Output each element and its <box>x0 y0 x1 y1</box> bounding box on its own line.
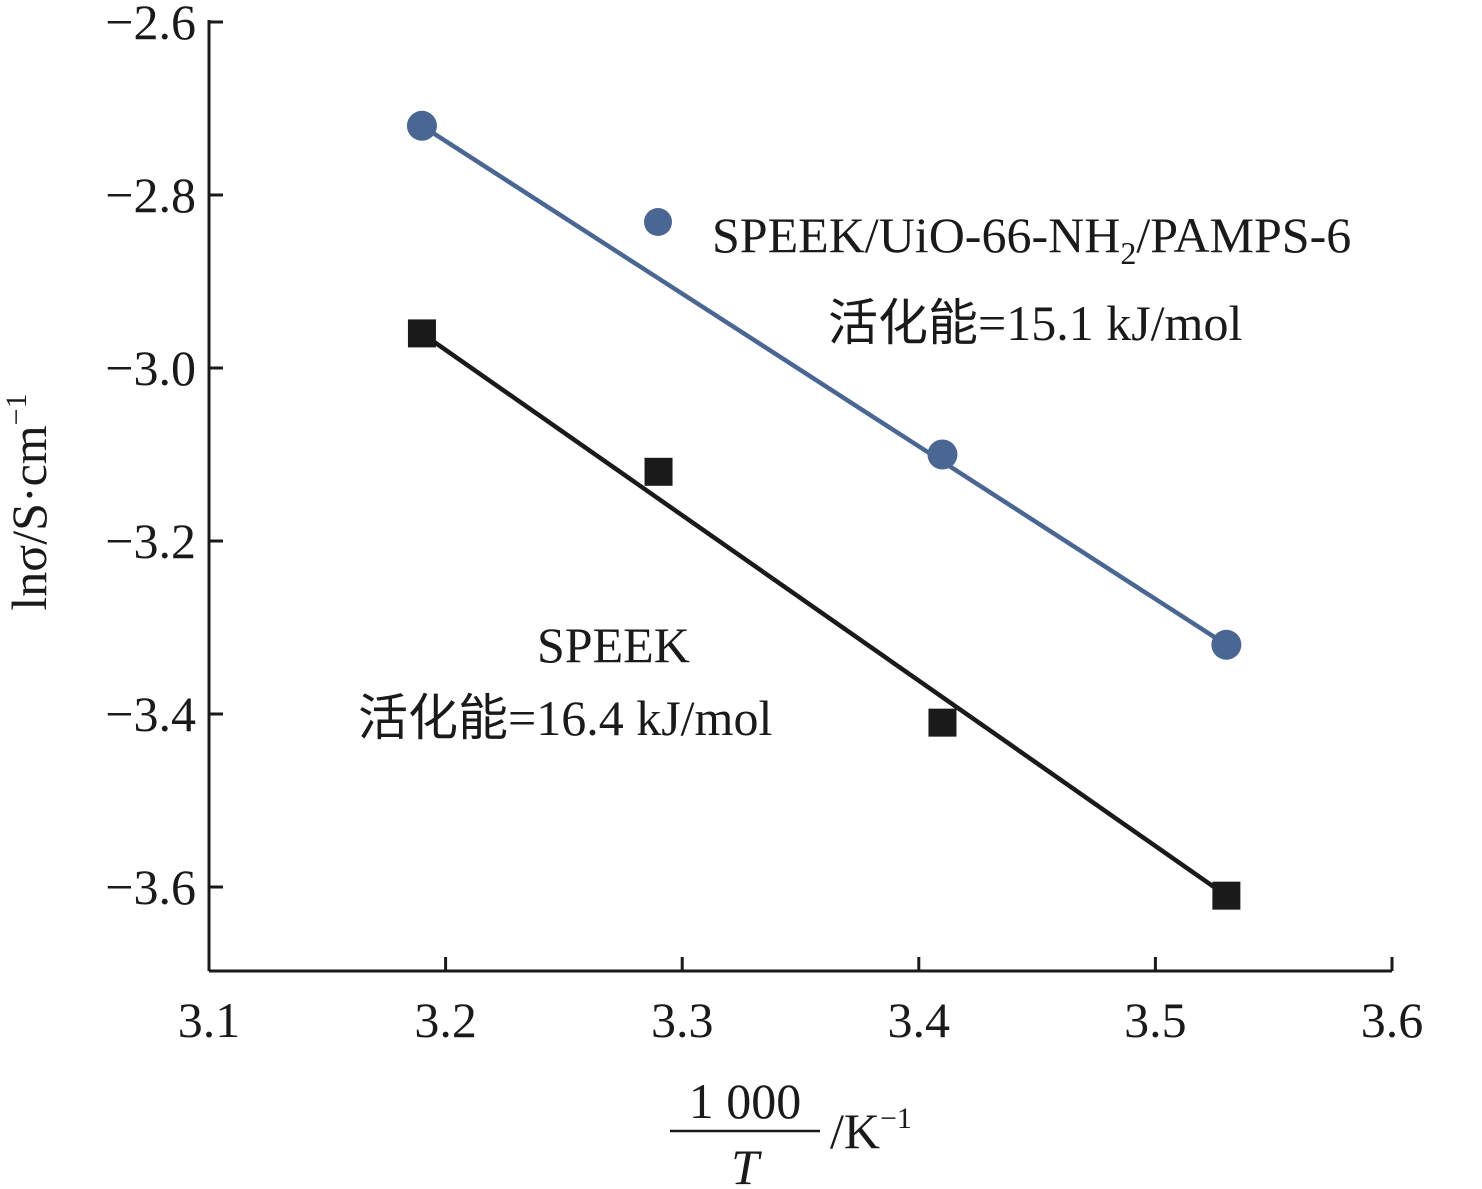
point-series-0-2 <box>1211 629 1242 660</box>
y-tick-label: −3.0 <box>105 340 196 396</box>
y-axis-label: lnσ/S·cm−1 <box>0 393 57 610</box>
legend: SPEEK/UiO-66-NH2/PAMPS-6 活化能=15.1 kJ/mol… <box>358 207 1351 746</box>
y-tick-label: −2.8 <box>105 167 196 223</box>
y-tick-label: −2.6 <box>105 0 196 50</box>
legend-marker-blue <box>644 208 672 236</box>
point-series-0-1 <box>927 439 958 470</box>
point-series-1-0 <box>407 319 436 348</box>
point-series-1-3 <box>1212 881 1241 910</box>
x-tick-label: 3.1 <box>178 992 241 1048</box>
x-axis-label: 1 000 T /K−1 <box>670 1073 912 1189</box>
y-tick-label: −3.4 <box>105 686 196 742</box>
fit-lines <box>420 123 1228 898</box>
legend-label-black: SPEEK <box>537 617 690 673</box>
point-series-0-0 <box>406 110 437 141</box>
axes <box>207 20 1392 973</box>
point-series-1-1 <box>644 457 673 486</box>
x-tick-label: 3.2 <box>414 992 477 1048</box>
x-tick-label: 3.6 <box>1361 992 1424 1048</box>
annotation-blue: 活化能=15.1 kJ/mol <box>828 295 1242 351</box>
x-tick-label: 3.4 <box>888 992 951 1048</box>
ticks: 3.1 3.2 3.3 3.4 3.5 3.6 −2.6 −2.8 −3.0 −3.2 −3.4 −3… <box>105 0 1423 1048</box>
x-tick-label: 3.5 <box>1124 992 1187 1048</box>
data-points <box>406 110 1242 910</box>
point-series-1-2 <box>928 708 957 737</box>
y-tick-label: −3.2 <box>105 513 196 569</box>
x-label-numerator: 1 000 <box>689 1073 802 1129</box>
annotation-black: 活化能=16.4 kJ/mol <box>358 690 772 746</box>
fit-line-series-1 <box>420 331 1228 898</box>
fit-line-series-0 <box>420 123 1228 647</box>
x-tick-label: 3.3 <box>651 992 714 1048</box>
legend-label-blue: SPEEK/UiO-66-NH2/PAMPS-6 <box>712 207 1351 271</box>
x-label-unit: /K−1 <box>830 1102 912 1159</box>
y-tick-label: −3.6 <box>105 859 196 915</box>
x-label-denominator: T <box>731 1139 762 1189</box>
